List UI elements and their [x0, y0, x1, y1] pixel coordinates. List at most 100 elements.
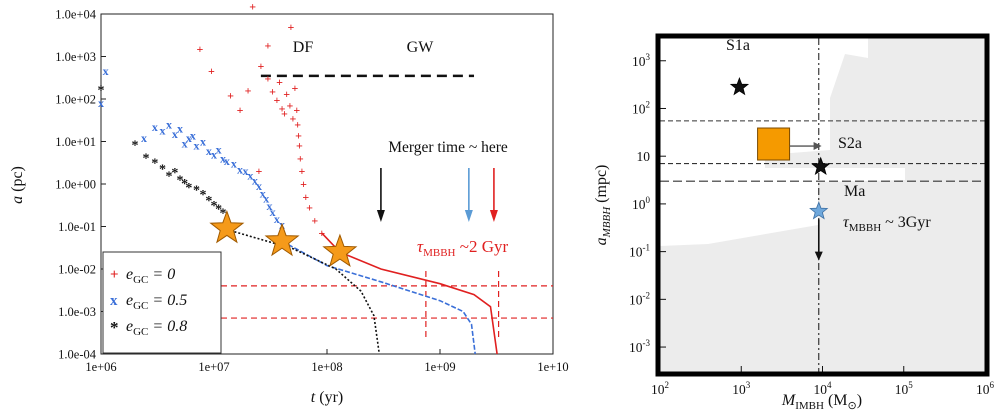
series-0-point: +: [276, 75, 283, 89]
series-0-point: +: [297, 151, 304, 165]
tau-symbol: τ: [417, 237, 424, 256]
series-2-point: *: [159, 162, 166, 177]
series-1-point: x: [252, 174, 258, 188]
series-0-point: +: [245, 83, 252, 97]
left-ticks: 1e+06 1e+07 1e+08 1e+09 1e+10 1.0e-04 1.0e-03 1…: [55, 8, 568, 375]
series-0-point: +: [299, 164, 306, 178]
series-2-point: *: [215, 203, 222, 218]
left-x-tick-label: 1e+10: [537, 360, 568, 374]
right-x-tick-label: 104: [814, 380, 833, 397]
series-2-point: *: [151, 157, 158, 172]
series-0-point: +: [273, 93, 280, 107]
ma-down-arrowhead: [814, 251, 823, 261]
left-x-tick-label: 1e+09: [424, 360, 455, 374]
series-2-point: *: [200, 188, 207, 203]
series-2-point: *: [205, 194, 212, 209]
series-1-point: x: [206, 144, 212, 158]
left-y-tick-label: 1.0e+01: [55, 135, 96, 149]
right-x-tick-label: 102: [651, 380, 669, 397]
initial-position-square: [757, 127, 791, 161]
series-1-point: x: [211, 147, 217, 161]
series-2-point: *: [219, 207, 226, 222]
label-s1a: S1a: [726, 37, 750, 54]
series-0-point: +: [311, 213, 318, 227]
left-x-tick-label: 1e+06: [85, 360, 116, 374]
left-y-tick-label: 1.0e-02: [58, 263, 96, 277]
star-s2a: [811, 156, 831, 176]
series-0-point: +: [279, 101, 286, 115]
legend-label-2: eGC = 0.8: [126, 318, 187, 338]
series-1-point: x: [172, 127, 178, 141]
series-0-point: +: [306, 200, 313, 214]
series-1-point: x: [256, 179, 262, 193]
right-chart: 102 103 104 105 106 10-3 10-2 10-1 100 10 102 103 S…: [593, 33, 995, 412]
series-1-point: x: [224, 154, 230, 168]
legend-label-1: eGC = 0.5: [126, 292, 187, 312]
right-y-tick-label: 100: [632, 195, 651, 212]
series-2-point: *: [181, 177, 188, 192]
series-2-point: *: [98, 83, 105, 98]
gw-label: GW: [407, 39, 435, 56]
series-1-point: x: [260, 186, 266, 200]
merger-arrowhead-0: [376, 210, 385, 222]
series-2-point: *: [166, 170, 173, 185]
series-1-point: x: [200, 135, 206, 149]
series-1-point: x: [177, 122, 183, 136]
series-1-point: x: [166, 118, 172, 132]
tau-mbbh-label: τMBBH ~2 Gyr: [417, 237, 508, 259]
right-ticks: 102 103 104 105 106 10-3 10-2 10-1 100 10 102 103: [629, 52, 995, 397]
series-0-point: +: [283, 87, 290, 101]
left-y-axis-label: a (pc): [9, 166, 26, 204]
right-x-tick-label: 103: [732, 380, 751, 397]
legend-marker-2: *: [110, 318, 119, 337]
legend-box: [102, 251, 222, 354]
shaded-region: [660, 38, 985, 372]
series-1-point: x: [242, 164, 248, 178]
transition-star-1: [264, 222, 300, 257]
series-0-point: +: [264, 39, 271, 53]
series-0-point: +: [256, 164, 263, 178]
left-y-tick-label: 1.0e+00: [55, 178, 96, 192]
series-0-point: +: [287, 99, 294, 113]
series-2-point: *: [171, 166, 178, 181]
right-y-tick-label: 10-2: [629, 290, 650, 307]
left-y-tick-label: 1.0e+02: [55, 93, 96, 107]
series-2-point: *: [176, 174, 183, 189]
series-2-point: *: [185, 181, 192, 196]
series-0-point: +: [196, 42, 203, 56]
series-1-point: x: [216, 142, 222, 156]
star-ma: [809, 201, 829, 220]
series-1-point: x: [103, 64, 109, 78]
left-legend: + eGC = 0 x eGC = 0.5 * eGC = 0.8: [102, 251, 222, 354]
series-0-point: +: [281, 107, 288, 121]
legend-marker-0: +: [110, 267, 119, 283]
right-y-axis-label: aMBBH (mpc): [593, 165, 613, 246]
left-y-tick-label: 1.0e-03: [58, 305, 96, 319]
right-plot-frame: [655, 33, 990, 377]
series-1-fit-curve: [281, 240, 476, 355]
series-1-point: x: [274, 212, 280, 226]
series-2-point: *: [132, 139, 139, 154]
series-1-point: x: [237, 162, 243, 176]
left-y-tick-label: 1.0e+04: [55, 8, 96, 22]
left-x-tick-label: 1e+07: [198, 360, 229, 374]
series-2-point: *: [211, 199, 218, 214]
right-y-tick-label: 10-3: [629, 338, 650, 355]
tau-value: ~2 Gyr: [456, 237, 509, 256]
series-1-point: x: [182, 136, 188, 150]
series-1-point: x: [247, 168, 253, 182]
left-reference-lines: [221, 74, 553, 338]
series-1-point: x: [159, 124, 165, 138]
series-0-point: +: [249, 0, 256, 14]
tau-subscript: MBBH: [423, 247, 455, 259]
right-y-tick-label: 10-1: [629, 243, 650, 260]
label-ma: Ma: [844, 183, 865, 200]
series-1-point: x: [190, 128, 196, 142]
left-y-tick-label: 1.0e-01: [58, 220, 96, 234]
legend-label-0: eGC = 0: [126, 266, 175, 286]
series-1-point: x: [263, 192, 269, 206]
series-1-point: x: [141, 131, 147, 145]
series-0-point: +: [290, 111, 297, 125]
merger-arrowhead-2: [489, 210, 498, 222]
